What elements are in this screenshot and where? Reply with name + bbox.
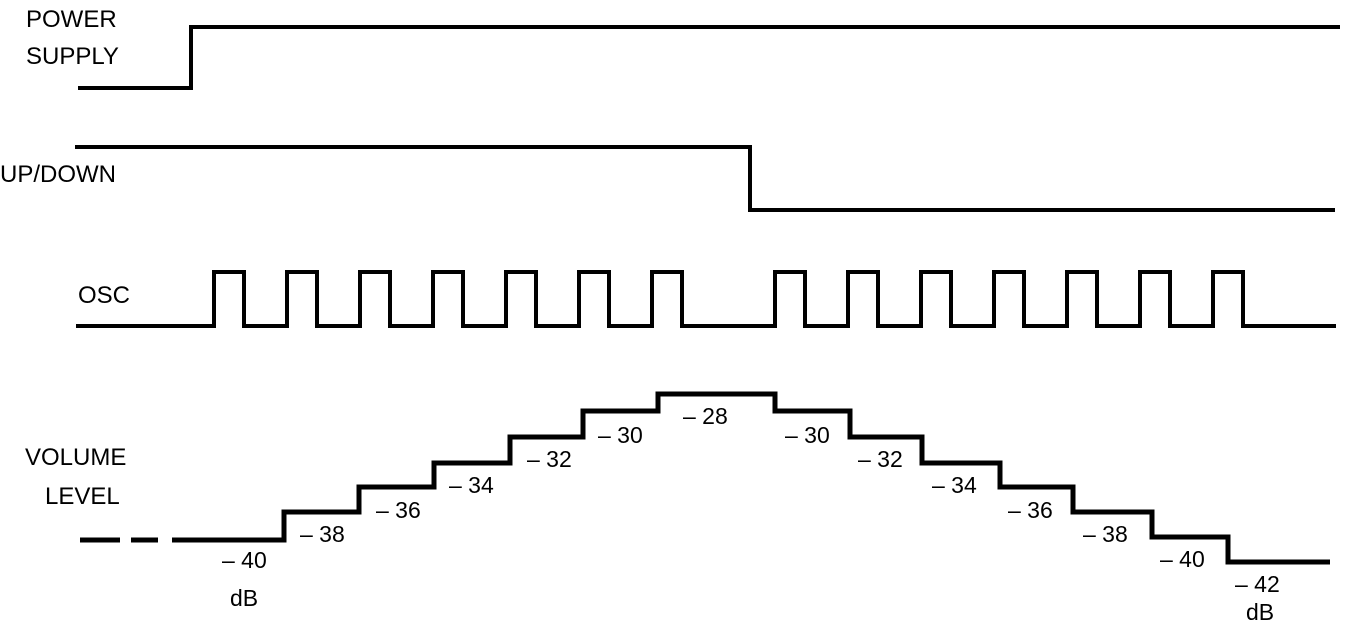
power-supply-label-line2: SUPPLY [26, 43, 119, 70]
volume-step-label: – 34 [449, 472, 494, 498]
volume-step-label: – 42 [1235, 571, 1280, 597]
volume-step-label: – 38 [1083, 521, 1128, 547]
volume-label-line1: VOLUME [25, 444, 126, 471]
volume-step-label: – 30 [785, 422, 830, 448]
volume-step-label: – 40 [222, 547, 267, 573]
volume-staircase [172, 391, 1330, 565]
power-supply-waveform [78, 25, 1340, 90]
volume-step-label: – 30 [598, 422, 643, 448]
volume-step-label: – 40 [1160, 546, 1205, 572]
volume-step-label: – 34 [932, 472, 977, 498]
volume-step-unit: dB [1246, 599, 1274, 625]
up-down-waveform [75, 145, 1335, 212]
volume-step-label: – 38 [300, 521, 345, 547]
up-down-label: UP/DOWN [0, 161, 116, 188]
volume-step-label: – 28 [683, 403, 728, 429]
osc-label: OSC [78, 282, 130, 309]
volume-step-unit: dB [230, 585, 258, 611]
osc-waveform [76, 270, 1336, 328]
volume-step-label: – 32 [858, 446, 903, 472]
volume-step-label: – 36 [1008, 497, 1053, 523]
volume-step-label: – 36 [376, 497, 421, 523]
power-supply-label-line1: POWER [26, 6, 117, 33]
volume-label-line2: LEVEL [45, 483, 120, 510]
volume-step-label: – 32 [527, 446, 572, 472]
